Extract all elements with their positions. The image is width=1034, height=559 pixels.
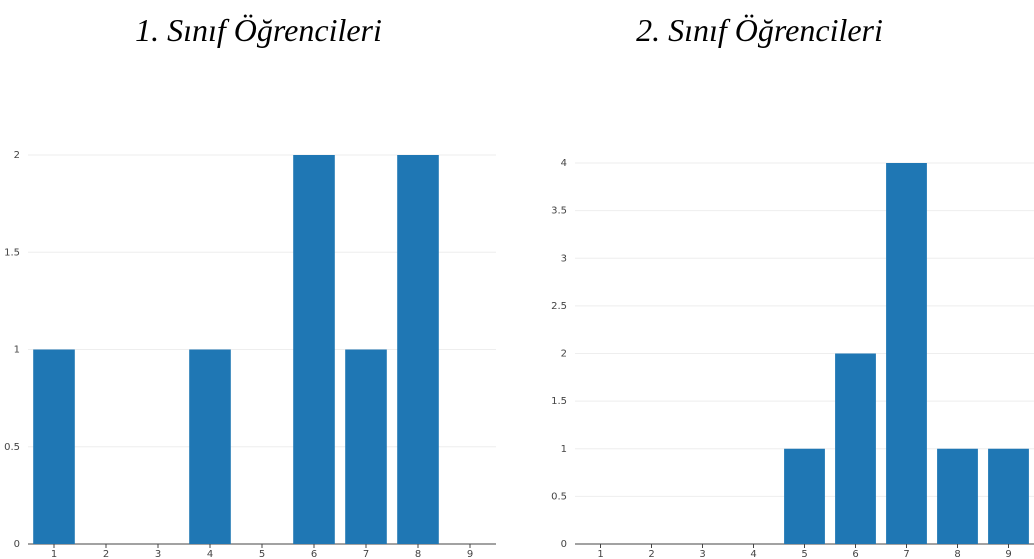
x-tick-label: 8 (954, 549, 960, 559)
y-tick-label: 2 (14, 150, 20, 161)
y-tick-label: 1.5 (4, 247, 20, 258)
chart-panel-1: 1. Sınıf Öğrencileri 0 0.5 1 1.5 2 1 2 3 4 5 6 7 8 9 (4, 12, 496, 559)
y-tick-label: 0.5 (4, 442, 20, 453)
y-tick-label: 0 (561, 539, 567, 550)
x-tick-label: 9 (467, 549, 473, 559)
x-tick-label: 1 (597, 549, 603, 559)
chart-title: 2. Sınıf Öğrencileri (636, 12, 883, 48)
y-tick-label: 3 (561, 253, 567, 264)
bar-9[interactable] (988, 448, 1029, 544)
bar-6[interactable] (835, 353, 876, 545)
y-tick-label: 2.5 (551, 301, 567, 312)
bar-8[interactable] (937, 448, 978, 544)
bar-1[interactable] (33, 349, 75, 545)
y-tick-label: 0 (14, 539, 20, 550)
bar-8[interactable] (397, 155, 439, 544)
x-tick-label: 4 (207, 549, 213, 559)
x-tick-label: 5 (801, 549, 807, 559)
bar-chart: 0 0.5 1 1.5 2 2.5 3 3.5 4 1 2 3 4 5 6 7 8 9 (551, 158, 1034, 559)
bar-7[interactable] (886, 163, 927, 544)
x-tick-label: 3 (699, 549, 705, 559)
x-tick-label: 7 (903, 549, 909, 559)
bar-chart: 0 0.5 1 1.5 2 1 2 3 4 5 6 7 8 9 (4, 150, 496, 559)
chart-panel-2: 2. Sınıf Öğrencileri 0 0.5 1 1.5 2 2.5 3 3.5 4 1 2… (517, 0, 1034, 559)
x-tick-label: 5 (259, 549, 265, 559)
y-tick-label: 3.5 (551, 206, 567, 217)
bar-7[interactable] (345, 349, 387, 545)
y-tick-label: 1.5 (551, 396, 567, 407)
bar-5[interactable] (784, 448, 825, 544)
x-tick-label: 9 (1005, 549, 1011, 559)
chart-title: 1. Sınıf Öğrencileri (135, 12, 382, 48)
x-tick-label: 2 (103, 549, 109, 559)
bar-6[interactable] (293, 155, 335, 544)
x-tick-label: 2 (648, 549, 654, 559)
y-tick-label: 1 (14, 345, 20, 356)
y-tick-label: 2 (561, 349, 567, 360)
x-tick-label: 8 (415, 549, 421, 559)
bar-4[interactable] (189, 349, 231, 545)
y-tick-label: 1 (561, 444, 567, 455)
y-tick-label: 4 (561, 158, 567, 169)
x-tick-label: 7 (363, 549, 369, 559)
x-tick-label: 4 (750, 549, 756, 559)
x-tick-label: 6 (852, 549, 858, 559)
y-tick-label: 0.5 (551, 491, 567, 502)
x-tick-label: 6 (311, 549, 317, 559)
x-tick-label: 3 (155, 549, 161, 559)
x-tick-label: 1 (51, 549, 57, 559)
